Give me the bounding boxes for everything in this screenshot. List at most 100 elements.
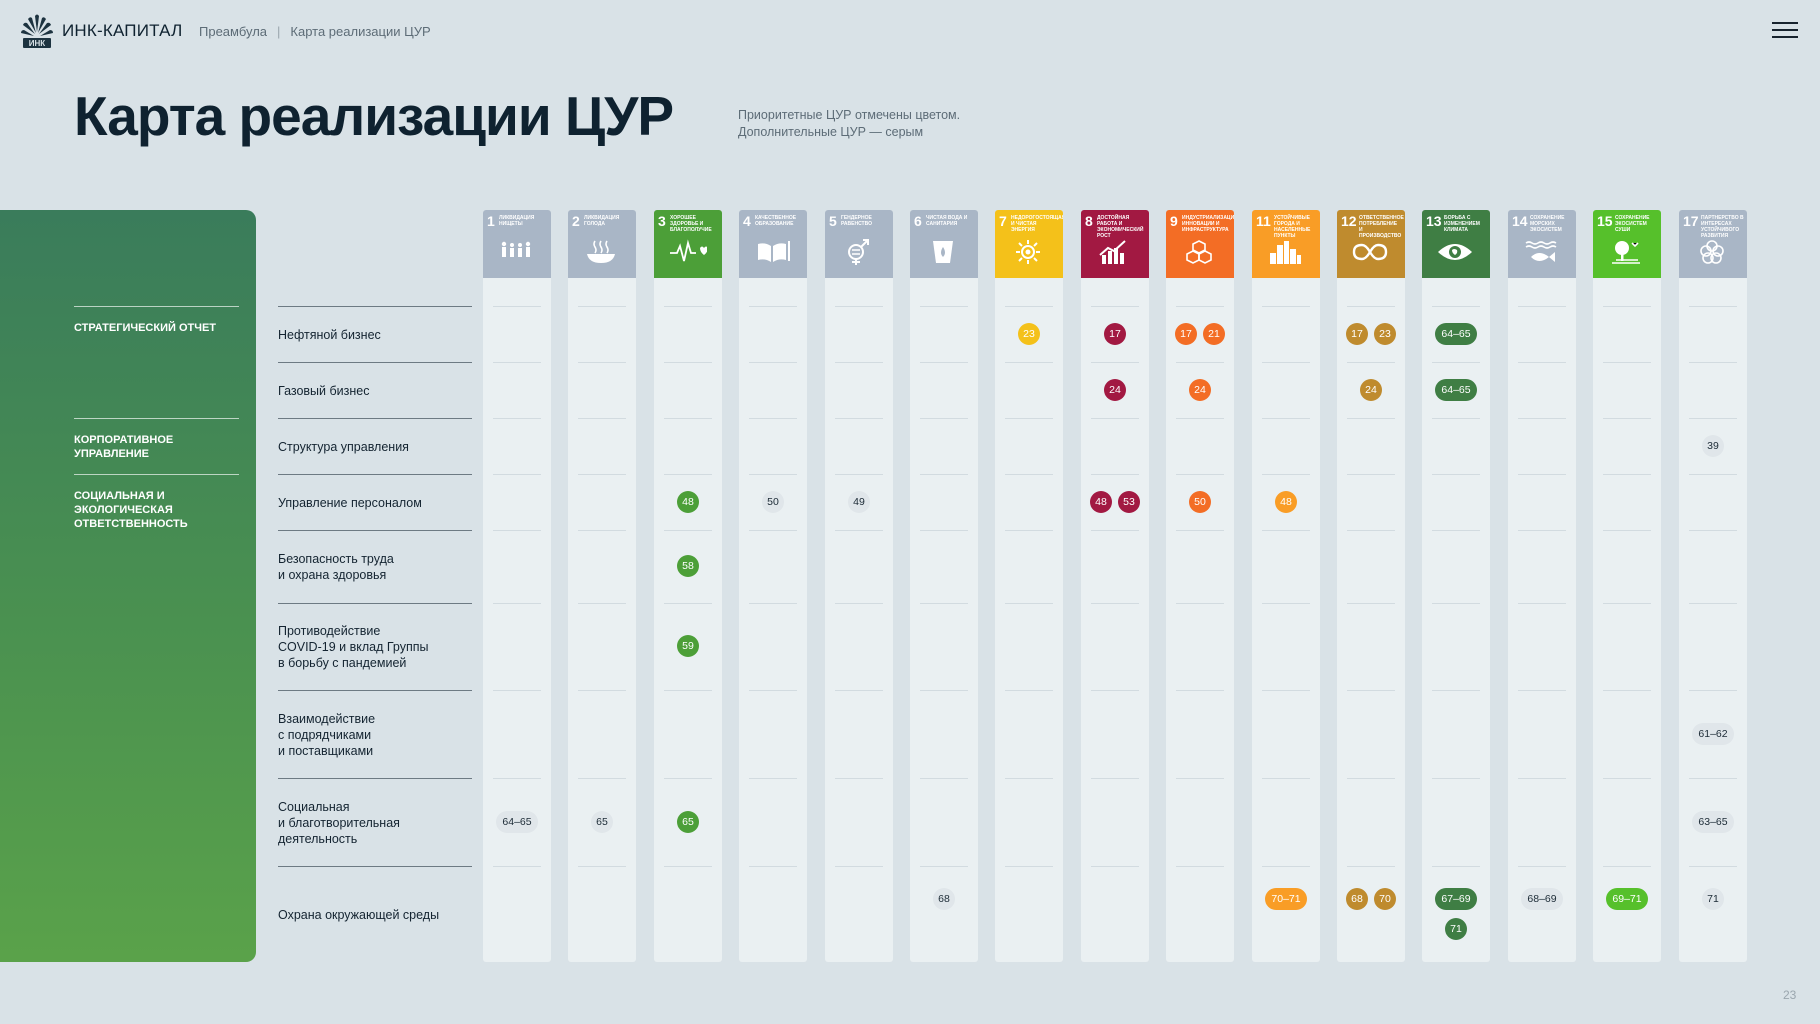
page-ref-badge[interactable]: 21 bbox=[1203, 323, 1225, 345]
sdg-caption: Индустриализация, инновации и инфраструк… bbox=[1182, 215, 1234, 233]
hamburger-menu-icon[interactable] bbox=[1772, 22, 1798, 42]
sdg-number: 11 bbox=[1256, 213, 1271, 229]
page-ref-badge[interactable]: 65 bbox=[591, 811, 613, 833]
sdg-column-1: 1 Ликвидация нищеты 64–65 bbox=[483, 210, 551, 962]
page-ref-badge[interactable]: 59 bbox=[677, 635, 699, 657]
grid-line bbox=[1518, 690, 1566, 691]
page-ref-badge[interactable]: 71 bbox=[1445, 918, 1467, 940]
sdg-tile-17[interactable]: 17 Партнерство в интересах устойчивого ра… bbox=[1679, 210, 1747, 278]
sdg-number: 12 bbox=[1341, 213, 1357, 229]
sdg-column-12: 12 Ответственное потребление и производст… bbox=[1337, 210, 1405, 962]
breadcrumb-preamble[interactable]: Преамбула bbox=[199, 24, 268, 39]
sdg-tile-13[interactable]: 13 Борьба с изменением климата bbox=[1422, 210, 1490, 278]
page-ref-badge[interactable]: 48 bbox=[1275, 491, 1297, 513]
section-strategic-report[interactable]: Стратегический отчет bbox=[74, 306, 239, 335]
sdg-tile-14[interactable]: 14 Сохранение морских экосистем bbox=[1508, 210, 1576, 278]
section-social-environmental[interactable]: Социальная и экологическая ответственнос… bbox=[74, 474, 239, 531]
grid-line bbox=[1347, 306, 1395, 307]
page-ref-badge[interactable]: 23 bbox=[1374, 323, 1396, 345]
sdg-tile-9[interactable]: 9 Индустриализация, инновации и инфрастру… bbox=[1166, 210, 1234, 278]
grid-line bbox=[493, 474, 541, 475]
grid-line bbox=[1347, 866, 1395, 867]
page-ref-badge[interactable]: 24 bbox=[1104, 379, 1126, 401]
page-ref-badge[interactable]: 50 bbox=[762, 491, 784, 513]
sdg-tile-12[interactable]: 12 Ответственное потребление и производст… bbox=[1337, 210, 1405, 278]
breadcrumb-current[interactable]: Карта реализации ЦУР bbox=[290, 24, 431, 39]
grid-line bbox=[578, 603, 626, 604]
page-ref-badge[interactable]: 68 bbox=[1346, 888, 1368, 910]
grid-line bbox=[920, 603, 968, 604]
sdg-column-11: 11 Устойчивые города и населенные пункты 4… bbox=[1252, 210, 1320, 962]
page-ref-badge[interactable]: 70 bbox=[1374, 888, 1396, 910]
grid-line bbox=[664, 690, 712, 691]
page-ref-badge[interactable]: 48 bbox=[1090, 491, 1112, 513]
grid-line bbox=[493, 418, 541, 419]
grid-line bbox=[1603, 530, 1651, 531]
sdg-tile-15[interactable]: 15 Сохранение экосистем суши bbox=[1593, 210, 1661, 278]
page-ref-badge[interactable]: 58 bbox=[677, 555, 699, 577]
sdg-tile-7[interactable]: 7 Недорогостоящая и чистая энергия bbox=[995, 210, 1063, 278]
page-ref-badge[interactable]: 23 bbox=[1018, 323, 1040, 345]
page-ref-badge[interactable]: 64–65 bbox=[1435, 323, 1477, 345]
grid-line bbox=[1518, 866, 1566, 867]
sdg-tile-11[interactable]: 11 Устойчивые города и населенные пункты bbox=[1252, 210, 1320, 278]
page-ref-badge[interactable]: 17 bbox=[1175, 323, 1197, 345]
page-ref-badge[interactable]: 48 bbox=[677, 491, 699, 513]
grid-line bbox=[1176, 866, 1224, 867]
grid-line bbox=[749, 306, 797, 307]
subtitle-line-1: Приоритетные ЦУР отмечены цветом. bbox=[738, 108, 961, 122]
page-ref-badge[interactable]: 71 bbox=[1702, 888, 1724, 910]
grid-line bbox=[1005, 418, 1053, 419]
grid-line bbox=[1518, 603, 1566, 604]
page-ref-badge[interactable]: 70–71 bbox=[1265, 888, 1307, 910]
page-ref-badge[interactable]: 68 bbox=[933, 888, 955, 910]
grid-line bbox=[749, 530, 797, 531]
page-title: Карта реализации ЦУР bbox=[74, 85, 674, 147]
page-ref-badge[interactable]: 39 bbox=[1702, 435, 1724, 457]
page-ref-badge[interactable]: 64–65 bbox=[496, 811, 538, 833]
page-ref-badge[interactable]: 69–71 bbox=[1606, 888, 1648, 910]
page-ref-badge[interactable]: 24 bbox=[1189, 379, 1211, 401]
breadcrumb: Преамбула | Карта реализации ЦУР bbox=[199, 24, 431, 39]
grid-line bbox=[749, 866, 797, 867]
sdg-caption: Достойная работа и экономический рост bbox=[1097, 215, 1144, 239]
page-ref-badge[interactable]: 61–62 bbox=[1692, 723, 1734, 745]
sections-panel: Стратегический отчет Корпоративное управ… bbox=[0, 210, 256, 962]
grid-line bbox=[1091, 306, 1139, 307]
logo-fan-icon: ИНК bbox=[21, 14, 53, 48]
page-ref-badge[interactable]: 24 bbox=[1360, 379, 1382, 401]
sdg-number: 2 bbox=[572, 213, 580, 229]
page-ref-badge[interactable]: 49 bbox=[848, 491, 870, 513]
sdg-number: 7 bbox=[999, 213, 1007, 229]
sdg-number: 5 bbox=[829, 213, 837, 229]
sdg-tile-1[interactable]: 1 Ликвидация нищеты bbox=[483, 210, 551, 278]
grid-line bbox=[1603, 866, 1651, 867]
company-logo[interactable]: ИНК ИНК-КАПИТАЛ bbox=[20, 12, 182, 50]
sdg-tile-4[interactable]: 4 Качественное образование bbox=[739, 210, 807, 278]
sdg-tile-3[interactable]: 3 Хорошее здоровье и благополучие bbox=[654, 210, 722, 278]
page-ref-badge[interactable]: 67–69 bbox=[1435, 888, 1477, 910]
row-label-text: Структура управления bbox=[278, 439, 409, 454]
sdg-column-5: 5 Гендерное равенство 49 bbox=[825, 210, 893, 962]
grid-line bbox=[1262, 362, 1310, 363]
sdg-tile-5[interactable]: 5 Гендерное равенство bbox=[825, 210, 893, 278]
sdg-tile-6[interactable]: 6 Чистая вода и санитария bbox=[910, 210, 978, 278]
row-label-text: Социальная и благотворительная деятельно… bbox=[278, 799, 400, 846]
grid-line bbox=[1347, 362, 1395, 363]
page-ref-badge[interactable]: 50 bbox=[1189, 491, 1211, 513]
sdg-caption: Гендерное равенство bbox=[841, 215, 872, 227]
grid-line bbox=[1603, 474, 1651, 475]
sdg-tile-8[interactable]: 8 Достойная работа и экономический рост bbox=[1081, 210, 1149, 278]
page-ref-badge[interactable]: 63–65 bbox=[1692, 811, 1734, 833]
sdg-column-14: 14 Сохранение морских экосистем 68–69 bbox=[1508, 210, 1576, 962]
sdg-tile-2[interactable]: 2 Ликвидация голода bbox=[568, 210, 636, 278]
page-ref-badge[interactable]: 65 bbox=[677, 811, 699, 833]
page-ref-badge[interactable]: 64–65 bbox=[1435, 379, 1477, 401]
grid-line bbox=[1432, 690, 1480, 691]
row-label-text: Взаимодействие с подрядчиками и поставщи… bbox=[278, 711, 376, 758]
section-corporate-governance[interactable]: Корпоративное управление bbox=[74, 418, 239, 461]
page-ref-badge[interactable]: 68–69 bbox=[1521, 888, 1563, 910]
page-ref-badge[interactable]: 17 bbox=[1104, 323, 1126, 345]
page-ref-badge[interactable]: 17 bbox=[1346, 323, 1368, 345]
page-ref-badge[interactable]: 53 bbox=[1118, 491, 1140, 513]
